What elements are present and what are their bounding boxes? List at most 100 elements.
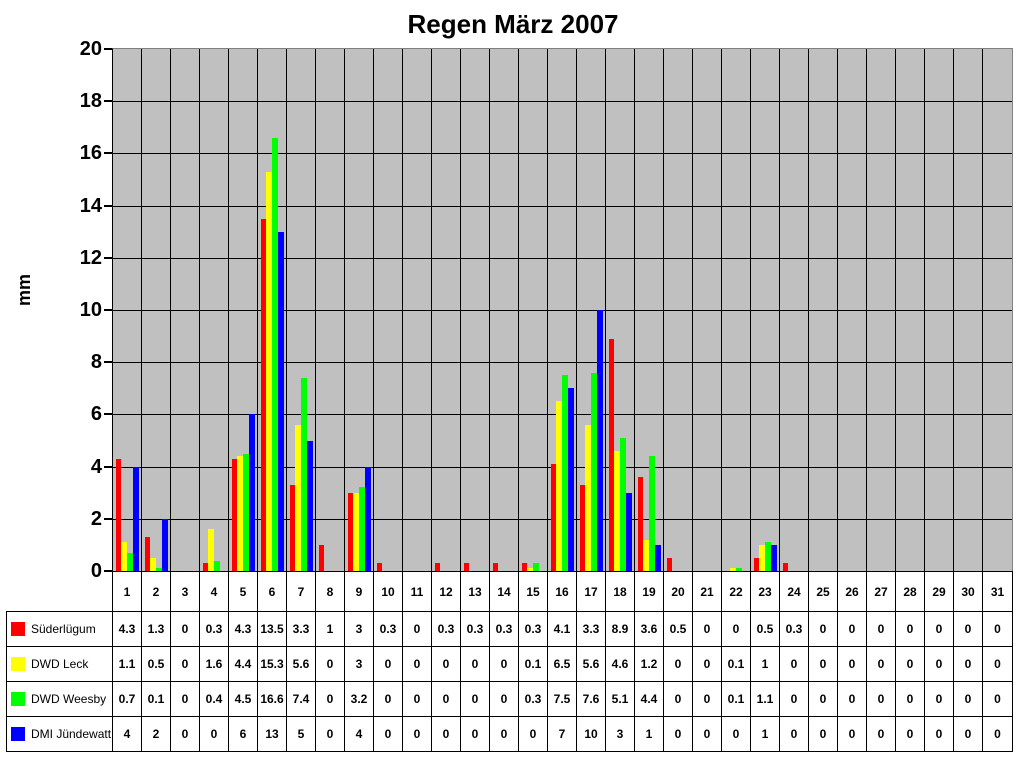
value-cell: 0 (171, 612, 200, 646)
bar (301, 377, 307, 571)
day-header-cell: 5 (229, 572, 258, 611)
value-cell: 2 (142, 717, 171, 751)
bar (359, 487, 365, 571)
legend-swatch-icon (11, 657, 25, 671)
value-cell: 0.3 (432, 612, 461, 646)
day-column (867, 49, 896, 571)
bar (591, 372, 597, 571)
value-cell: 0 (867, 647, 896, 681)
value-cell: 0.1 (722, 682, 751, 716)
value-cell: 0.3 (374, 612, 403, 646)
day-column (142, 49, 171, 571)
value-cell: 0.3 (780, 612, 809, 646)
value-cell: 0.5 (142, 647, 171, 681)
table-row: Süderlügum 4.3 1.3 0 0.3 4.3 13.5 3.3 1 3 0.3 0 0.3 0… (6, 611, 1013, 647)
y-tick-label: 12 (79, 247, 102, 269)
value-cell: 0 (490, 717, 519, 751)
value-cell: 4.1 (548, 612, 577, 646)
legend-label: DWD Weesby (31, 692, 107, 706)
value-cell: 0.3 (200, 612, 229, 646)
y-tick-mark (104, 48, 112, 50)
bar (579, 484, 586, 571)
bar-cluster (231, 49, 255, 571)
y-tick-mark (104, 413, 112, 415)
value-cell: 6 (229, 717, 258, 751)
value-cell: 3.3 (287, 612, 316, 646)
bar-cluster (318, 49, 342, 571)
data-table: Süderlügum 4.3 1.3 0 0.3 4.3 13.5 3.3 1 3 0.3 0 0.3 0… (6, 611, 1013, 752)
bar (364, 466, 371, 571)
value-cell: 0 (838, 717, 867, 751)
value-cell: 0.3 (461, 612, 490, 646)
legend-cell: DWD Leck (7, 647, 113, 681)
day-header-cell: 18 (606, 572, 635, 611)
y-tick-label: 14 (79, 195, 102, 217)
bar (492, 563, 499, 571)
day-header-cell: 28 (896, 572, 925, 611)
bar-cluster (406, 49, 429, 571)
value-cell: 0 (461, 717, 490, 751)
bar (550, 464, 557, 571)
day-header-cell: 25 (809, 572, 838, 611)
y-tick-mark (104, 361, 112, 363)
table-row: DWD Leck 1.1 0.5 0 1.6 4.4 15.3 5.6 0 3 0 0 0 0 0 0.1 6.… (6, 647, 1013, 682)
day-column (113, 49, 142, 571)
day-column (287, 49, 316, 571)
value-cell: 3 (606, 717, 635, 751)
bar (127, 552, 133, 571)
bar (318, 544, 325, 571)
bar-cluster (434, 49, 458, 571)
bar (625, 492, 632, 571)
bar (132, 466, 139, 571)
value-cell: 0 (490, 682, 519, 716)
value-cell: 1 (635, 717, 664, 751)
y-tick-mark (104, 100, 112, 102)
value-cell: 1 (751, 647, 780, 681)
bar (434, 563, 441, 571)
day-column (809, 49, 838, 571)
bar (765, 542, 771, 571)
bar (614, 450, 620, 571)
day-header-cell: 11 (403, 572, 432, 611)
value-cell: 0 (316, 647, 345, 681)
value-cell: 0 (200, 717, 229, 751)
bar (643, 539, 649, 571)
day-header-cell: 13 (461, 572, 490, 611)
bar (161, 518, 168, 571)
value-cell: 1.1 (113, 647, 142, 681)
value-cell: 0 (403, 682, 432, 716)
day-column (200, 49, 229, 571)
bar-cluster (289, 49, 313, 571)
value-cell: 0 (171, 717, 200, 751)
value-cell: 0 (461, 647, 490, 681)
bar-cluster (579, 49, 603, 571)
bar (759, 544, 765, 571)
bar (782, 563, 789, 571)
day-header-cell: 8 (316, 572, 345, 611)
day-header-cell: 4 (200, 572, 229, 611)
table-row: DWD Weesby 0.7 0.1 0 0.4 4.5 16.6 7.4 0 3.2 0 0 0 0 0 0… (6, 682, 1013, 717)
value-cell: 3 (345, 612, 374, 646)
bar-cluster (812, 49, 835, 571)
value-cell: 0 (780, 682, 809, 716)
value-cell: 0 (693, 682, 722, 716)
value-cell: 8.9 (606, 612, 635, 646)
bar-cluster (957, 49, 980, 571)
value-cell: 0.1 (142, 682, 171, 716)
value-cell: 13.5 (258, 612, 287, 646)
y-tick-mark (104, 309, 112, 311)
bar (237, 456, 243, 571)
bar-cluster (347, 49, 371, 571)
bar-cluster (986, 49, 1009, 571)
day-header-cell: 20 (664, 572, 693, 611)
y-tick-mark (104, 257, 112, 259)
value-cell: 0 (780, 717, 809, 751)
day-header-cell: 3 (171, 572, 200, 611)
day-header-cell: 10 (374, 572, 403, 611)
bar (289, 484, 296, 571)
day-column (374, 49, 403, 571)
bar (562, 375, 568, 571)
day-column (693, 49, 722, 571)
bar (214, 560, 220, 571)
